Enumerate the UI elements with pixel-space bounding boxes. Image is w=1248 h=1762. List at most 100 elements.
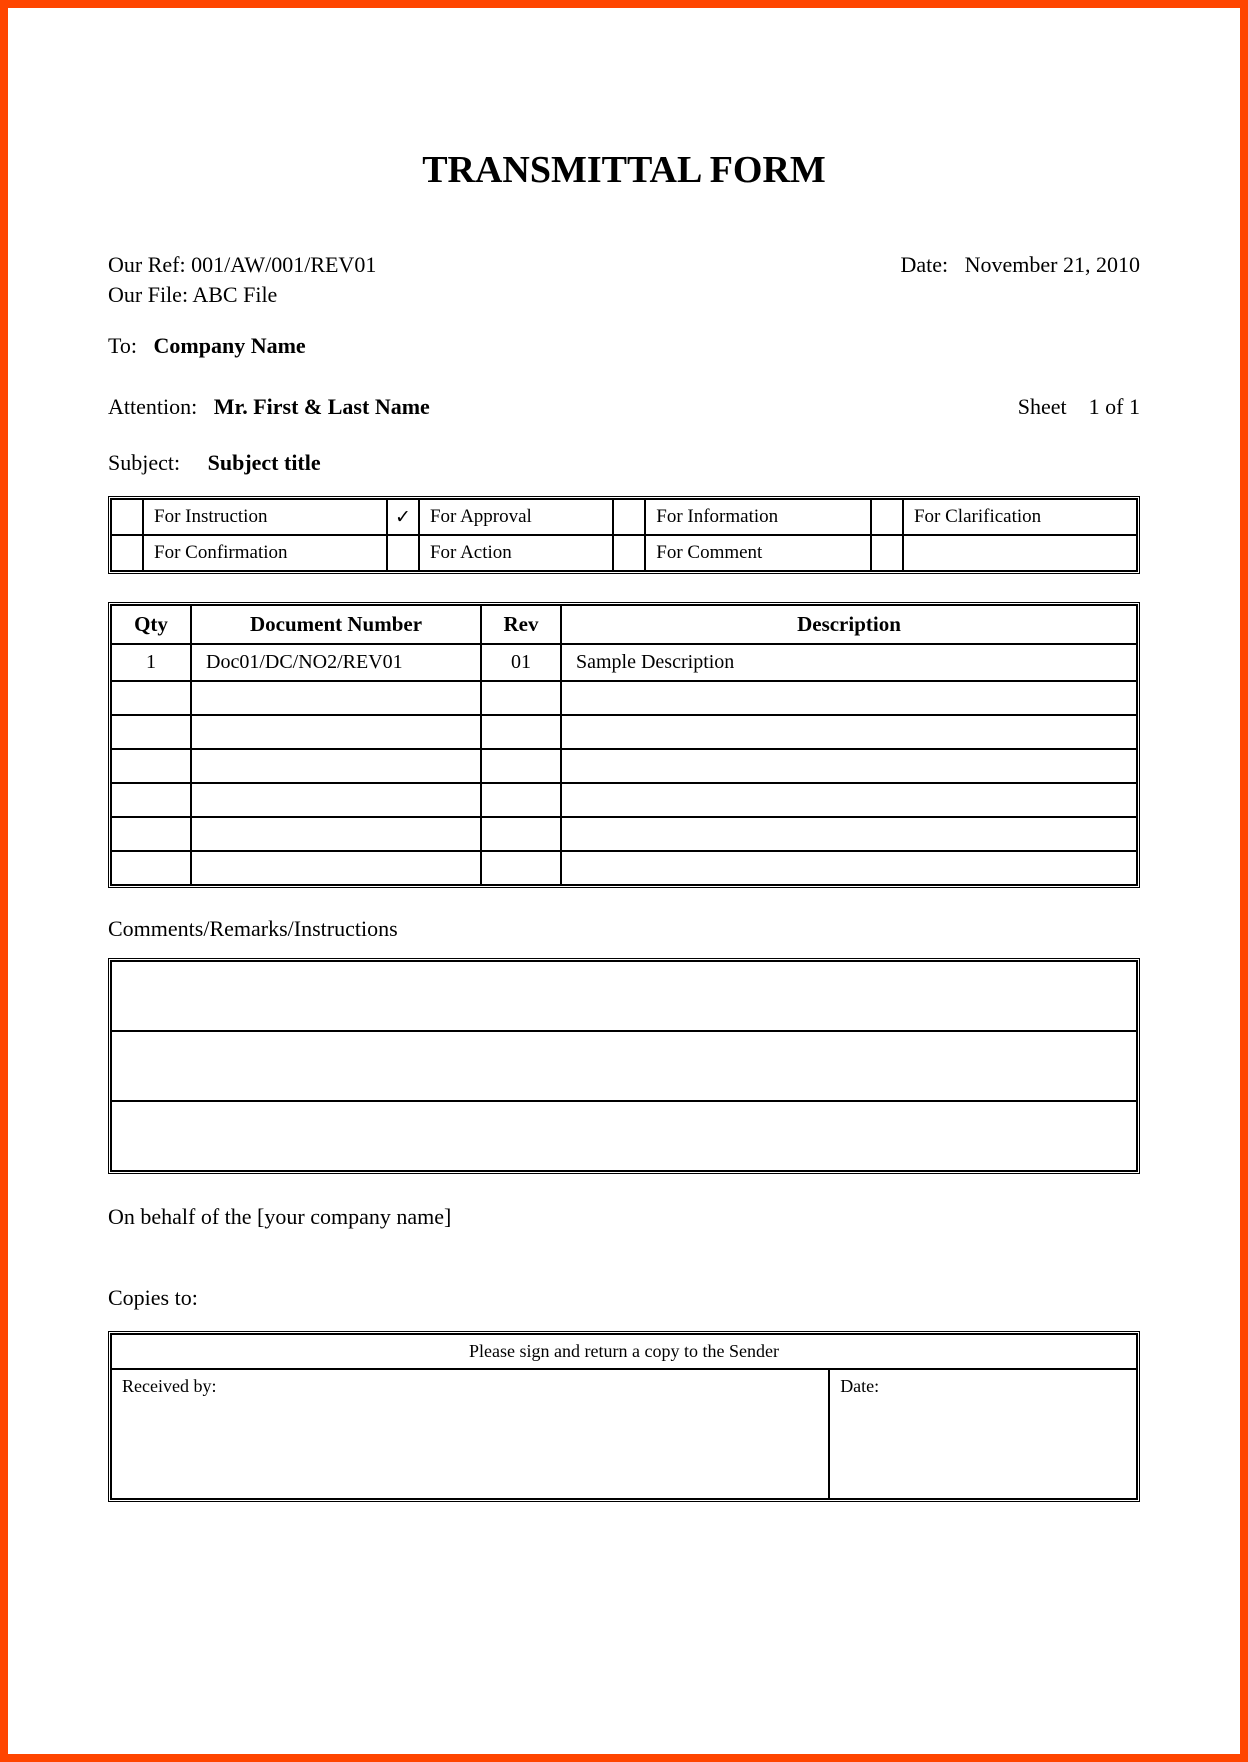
purpose-row-1: For Instruction ✓ For Approval For Infor… xyxy=(111,499,1137,535)
meta-row-1: Our Ref: 001/AW/001/REV01 Date: November… xyxy=(108,252,1140,278)
header-qty: Qty xyxy=(111,605,191,644)
sheet-label: Sheet xyxy=(1018,394,1067,419)
to-label: To: xyxy=(108,333,137,358)
date-value: November 21, 2010 xyxy=(965,252,1140,277)
check-approval[interactable]: ✓ xyxy=(387,499,419,535)
purpose-table: For Instruction ✓ For Approval For Infor… xyxy=(108,496,1140,574)
cell-desc xyxy=(561,749,1137,783)
label-approval: For Approval xyxy=(419,499,613,535)
check-information[interactable] xyxy=(613,499,645,535)
check-action[interactable] xyxy=(387,535,419,571)
cell-qty: 1 xyxy=(111,644,191,681)
cell-rev xyxy=(481,681,561,715)
page-content: TRANSMITTAL FORM Our Ref: 001/AW/001/REV… xyxy=(8,8,1240,1754)
header-docnum: Document Number xyxy=(191,605,481,644)
cell-desc xyxy=(561,715,1137,749)
signature-date-cell[interactable]: Date: xyxy=(829,1369,1137,1499)
label-comment: For Comment xyxy=(645,535,871,571)
purpose-row-2: For Confirmation For Action For Comment xyxy=(111,535,1137,571)
our-file-value: ABC File xyxy=(192,282,277,307)
comments-table xyxy=(108,958,1140,1174)
comments-row-2[interactable] xyxy=(111,1031,1137,1101)
document-table: Qty Document Number Rev Description 1 Do… xyxy=(108,602,1140,888)
cell-docnum xyxy=(191,715,481,749)
date-label: Date: xyxy=(900,252,948,277)
cell-rev xyxy=(481,783,561,817)
doc-row xyxy=(111,783,1137,817)
check-clarification[interactable] xyxy=(871,499,903,535)
cell-rev: 01 xyxy=(481,644,561,681)
attention-value: Mr. First & Last Name xyxy=(214,394,430,419)
label-confirmation: For Confirmation xyxy=(143,535,387,571)
to-value: Company Name xyxy=(154,333,306,358)
meta-row-2: Our File: ABC File xyxy=(108,282,1140,308)
cell-desc xyxy=(561,681,1137,715)
cell-desc xyxy=(561,817,1137,851)
attention-label: Attention: xyxy=(108,394,197,419)
our-ref: Our Ref: 001/AW/001/REV01 xyxy=(108,252,376,278)
comments-row-3[interactable] xyxy=(111,1101,1137,1171)
comments-row-1[interactable] xyxy=(111,961,1137,1031)
check-confirmation[interactable] xyxy=(111,535,143,571)
label-action: For Action xyxy=(419,535,613,571)
our-file: Our File: ABC File xyxy=(108,282,277,308)
cell-docnum: Doc01/DC/NO2/REV01 xyxy=(191,644,481,681)
cell-docnum xyxy=(191,817,481,851)
doc-row xyxy=(111,715,1137,749)
cell-docnum xyxy=(191,749,481,783)
subject-line: Subject: Subject title xyxy=(108,450,1140,476)
comments-label: Comments/Remarks/Instructions xyxy=(108,916,1140,942)
label-empty xyxy=(903,535,1137,571)
cell-desc: Sample Description xyxy=(561,644,1137,681)
signature-date-label: Date: xyxy=(840,1376,879,1396)
attention: Attention: Mr. First & Last Name xyxy=(108,394,430,420)
subject-label: Subject: xyxy=(108,450,180,475)
label-instruction: For Instruction xyxy=(143,499,387,535)
our-ref-value: 001/AW/001/REV01 xyxy=(191,252,376,277)
check-comment[interactable] xyxy=(613,535,645,571)
attention-row: Attention: Mr. First & Last Name Sheet 1… xyxy=(108,394,1140,420)
document-frame: TRANSMITTAL FORM Our Ref: 001/AW/001/REV… xyxy=(0,0,1248,1762)
cell-qty xyxy=(111,749,191,783)
signature-header-row: Please sign and return a copy to the Sen… xyxy=(111,1334,1137,1369)
cell-docnum xyxy=(191,783,481,817)
check-instruction[interactable] xyxy=(111,499,143,535)
cell-qty xyxy=(111,783,191,817)
label-information: For Information xyxy=(645,499,871,535)
our-file-label: Our File: xyxy=(108,282,188,307)
doc-header-row: Qty Document Number Rev Description xyxy=(111,605,1137,644)
cell-qty xyxy=(111,851,191,885)
to-line: To: Company Name xyxy=(108,333,1140,359)
cell-rev xyxy=(481,749,561,783)
signature-instruction: Please sign and return a copy to the Sen… xyxy=(111,1334,1137,1369)
behalf-line: On behalf of the [your company name] xyxy=(108,1204,1140,1230)
cell-docnum xyxy=(191,681,481,715)
signature-table: Please sign and return a copy to the Sen… xyxy=(108,1331,1140,1502)
date: Date: November 21, 2010 xyxy=(900,252,1140,278)
cell-desc xyxy=(561,783,1137,817)
subject-value: Subject title xyxy=(208,450,321,475)
signature-body-row: Received by: Date: xyxy=(111,1369,1137,1499)
cell-desc xyxy=(561,851,1137,885)
doc-row xyxy=(111,851,1137,885)
cell-rev xyxy=(481,851,561,885)
label-clarification: For Clarification xyxy=(903,499,1137,535)
cell-docnum xyxy=(191,851,481,885)
doc-row xyxy=(111,749,1137,783)
sheet: Sheet 1 of 1 xyxy=(1018,394,1140,420)
cell-qty xyxy=(111,681,191,715)
doc-row: 1 Doc01/DC/NO2/REV01 01 Sample Descripti… xyxy=(111,644,1137,681)
cell-qty xyxy=(111,817,191,851)
header-rev: Rev xyxy=(481,605,561,644)
sheet-value: 1 of 1 xyxy=(1089,394,1140,419)
copies-label: Copies to: xyxy=(108,1285,1140,1311)
doc-row xyxy=(111,681,1137,715)
doc-row xyxy=(111,817,1137,851)
cell-qty xyxy=(111,715,191,749)
check-empty[interactable] xyxy=(871,535,903,571)
our-ref-label: Our Ref: xyxy=(108,252,186,277)
form-title: TRANSMITTAL FORM xyxy=(108,148,1140,192)
header-desc: Description xyxy=(561,605,1137,644)
received-by-cell[interactable]: Received by: xyxy=(111,1369,829,1499)
cell-rev xyxy=(481,817,561,851)
